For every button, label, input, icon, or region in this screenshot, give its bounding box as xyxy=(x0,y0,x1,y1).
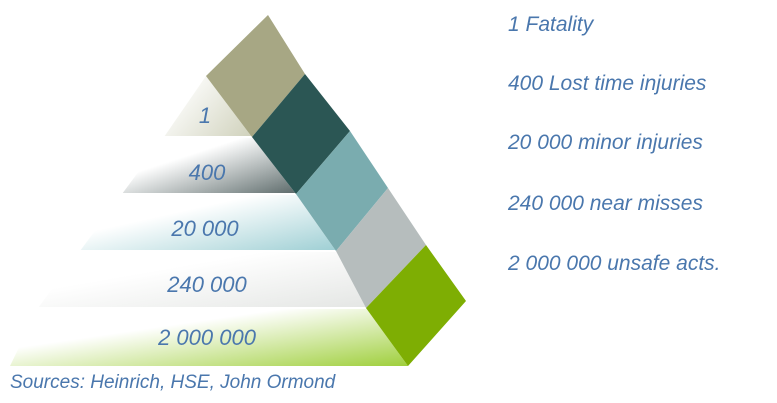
tier-1-side-face xyxy=(206,15,305,137)
tier-3-front-face xyxy=(80,194,336,251)
tier-1-number: 1 xyxy=(199,103,211,128)
tier-4-front-face xyxy=(38,251,366,308)
legend-item-lost-time-injuries: 400 Lost time injuries xyxy=(508,72,707,95)
tier-5-side-face xyxy=(366,245,466,366)
pyramid-side-faces xyxy=(206,15,466,366)
source-note: Sources: Heinrich, HSE, John Ormond xyxy=(10,372,336,393)
tier-4-number: 240 000 xyxy=(166,272,247,297)
legend-item-minor-injuries: 20 000 minor injuries xyxy=(508,131,703,154)
tier-5-number: 2 000 000 xyxy=(157,325,257,350)
tier-separators xyxy=(38,136,366,309)
tier-2-number: 400 xyxy=(189,160,226,185)
tier-2-side-face xyxy=(252,74,350,194)
tier-3-number: 20 000 xyxy=(170,216,239,241)
legend-item-unsafe-acts: 2 000 000 unsafe acts. xyxy=(508,252,721,275)
legend-item-fatality: 1 Fatality xyxy=(508,13,594,36)
tier-4-side-face xyxy=(336,188,426,308)
tier-numbers: 1 400 20 000 240 000 2 000 000 xyxy=(157,103,257,350)
tier-2-front-face xyxy=(122,137,296,194)
tier-3-side-face xyxy=(296,131,388,251)
legend-item-near-misses: 240 000 near misses xyxy=(508,192,703,215)
tier-5-front-face xyxy=(10,308,408,366)
